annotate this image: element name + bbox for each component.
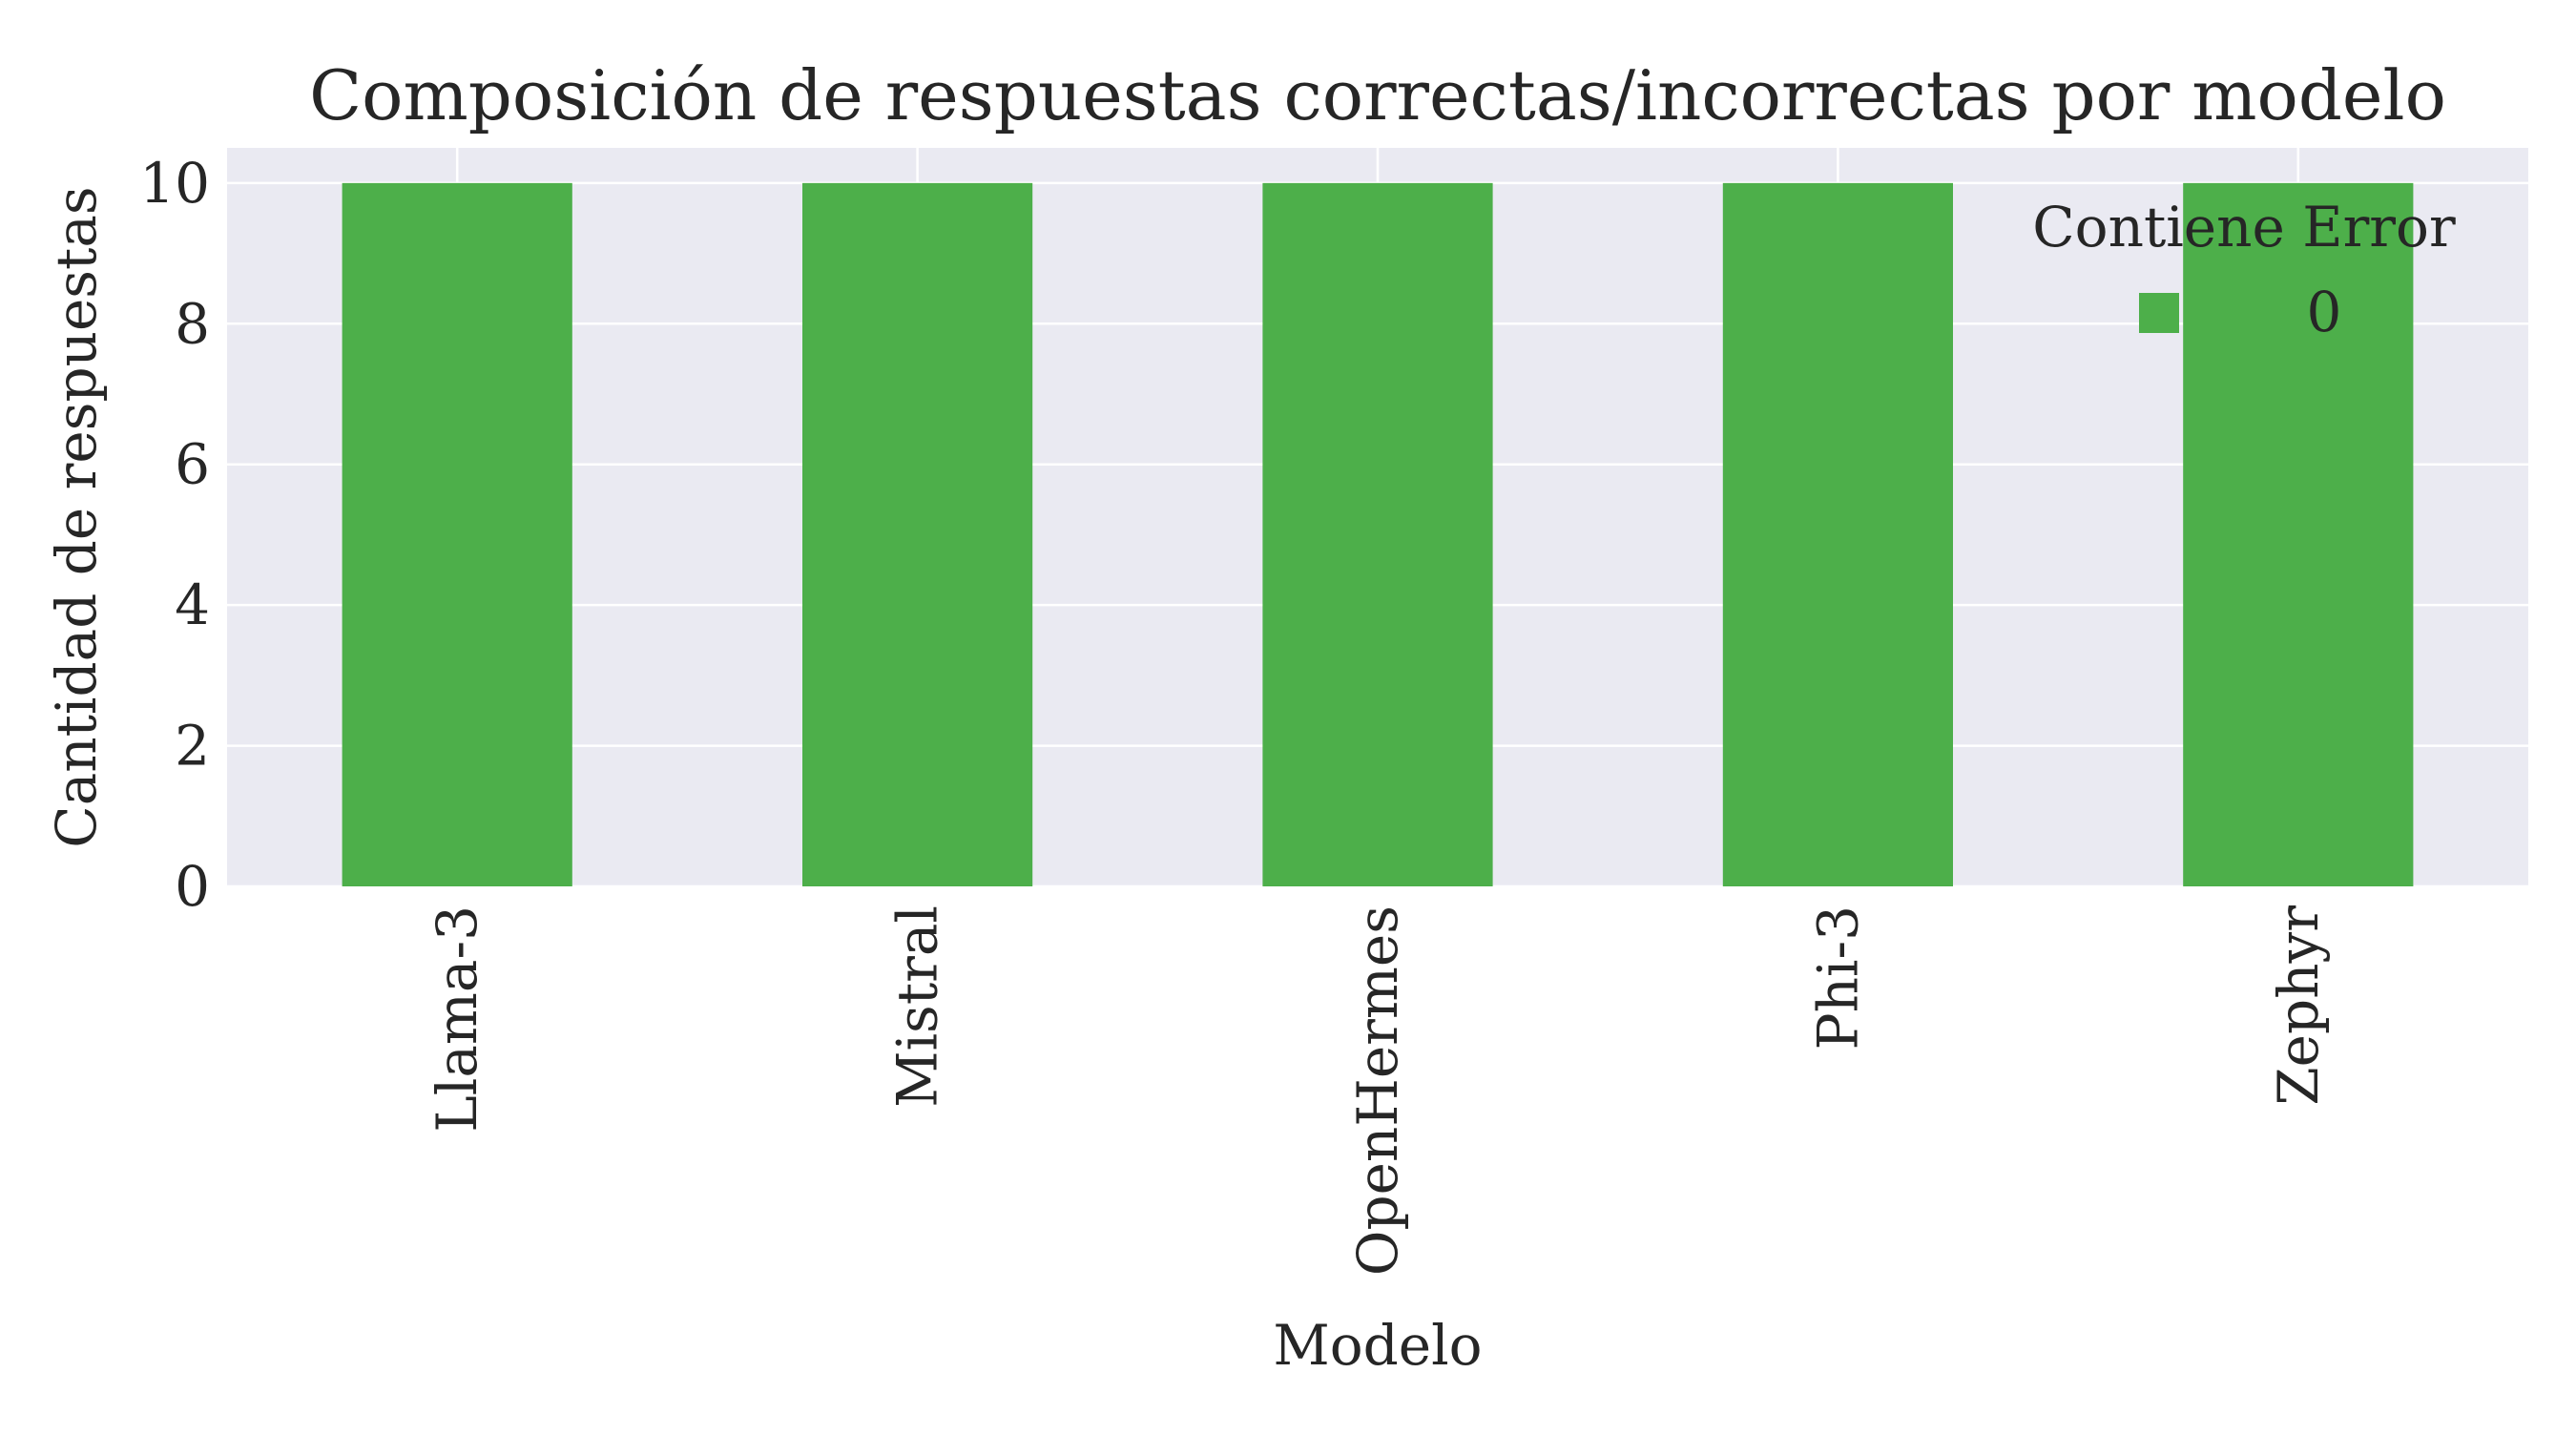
bar-openhermes <box>1262 182 1493 886</box>
y-tick-label: 0 <box>175 854 210 919</box>
legend-title: Contiene Error <box>2032 195 2456 260</box>
y-tick-label: 6 <box>175 432 210 497</box>
x-tick-label: Llama-3 <box>425 905 489 1133</box>
x-axis-label: Modelo <box>1273 1313 1482 1378</box>
bar-mistral <box>802 182 1033 886</box>
chart-title: Composición de respuestas correctas/inco… <box>309 55 2446 135</box>
bar-llama-3 <box>342 182 572 886</box>
y-tick-label: 8 <box>175 291 210 356</box>
legend-swatch <box>2139 293 2179 333</box>
bar-zephyr <box>2183 182 2414 886</box>
x-tick-label: Mistral <box>885 905 950 1108</box>
y-tick-label: 4 <box>175 572 210 637</box>
x-tick-label: Phi-3 <box>1805 905 1870 1050</box>
legend-label: 0 <box>2307 280 2342 344</box>
y-tick-label: 10 <box>139 151 210 216</box>
bar-phi-3 <box>1722 182 1953 886</box>
y-axis-label: Cantidad de respuestas <box>44 186 109 847</box>
bars <box>342 182 2414 886</box>
x-tick-label: Zephyr <box>2266 905 2331 1106</box>
y-axis-ticks: 0 2 4 6 8 10 <box>139 151 210 919</box>
y-tick-label: 2 <box>175 714 210 779</box>
legend: Contiene Error 0 <box>2032 195 2456 344</box>
x-axis-ticks: Llama-3 Mistral OpenHermes Phi-3 Zephyr <box>425 905 2331 1276</box>
x-tick-label: OpenHermes <box>1345 905 1410 1276</box>
